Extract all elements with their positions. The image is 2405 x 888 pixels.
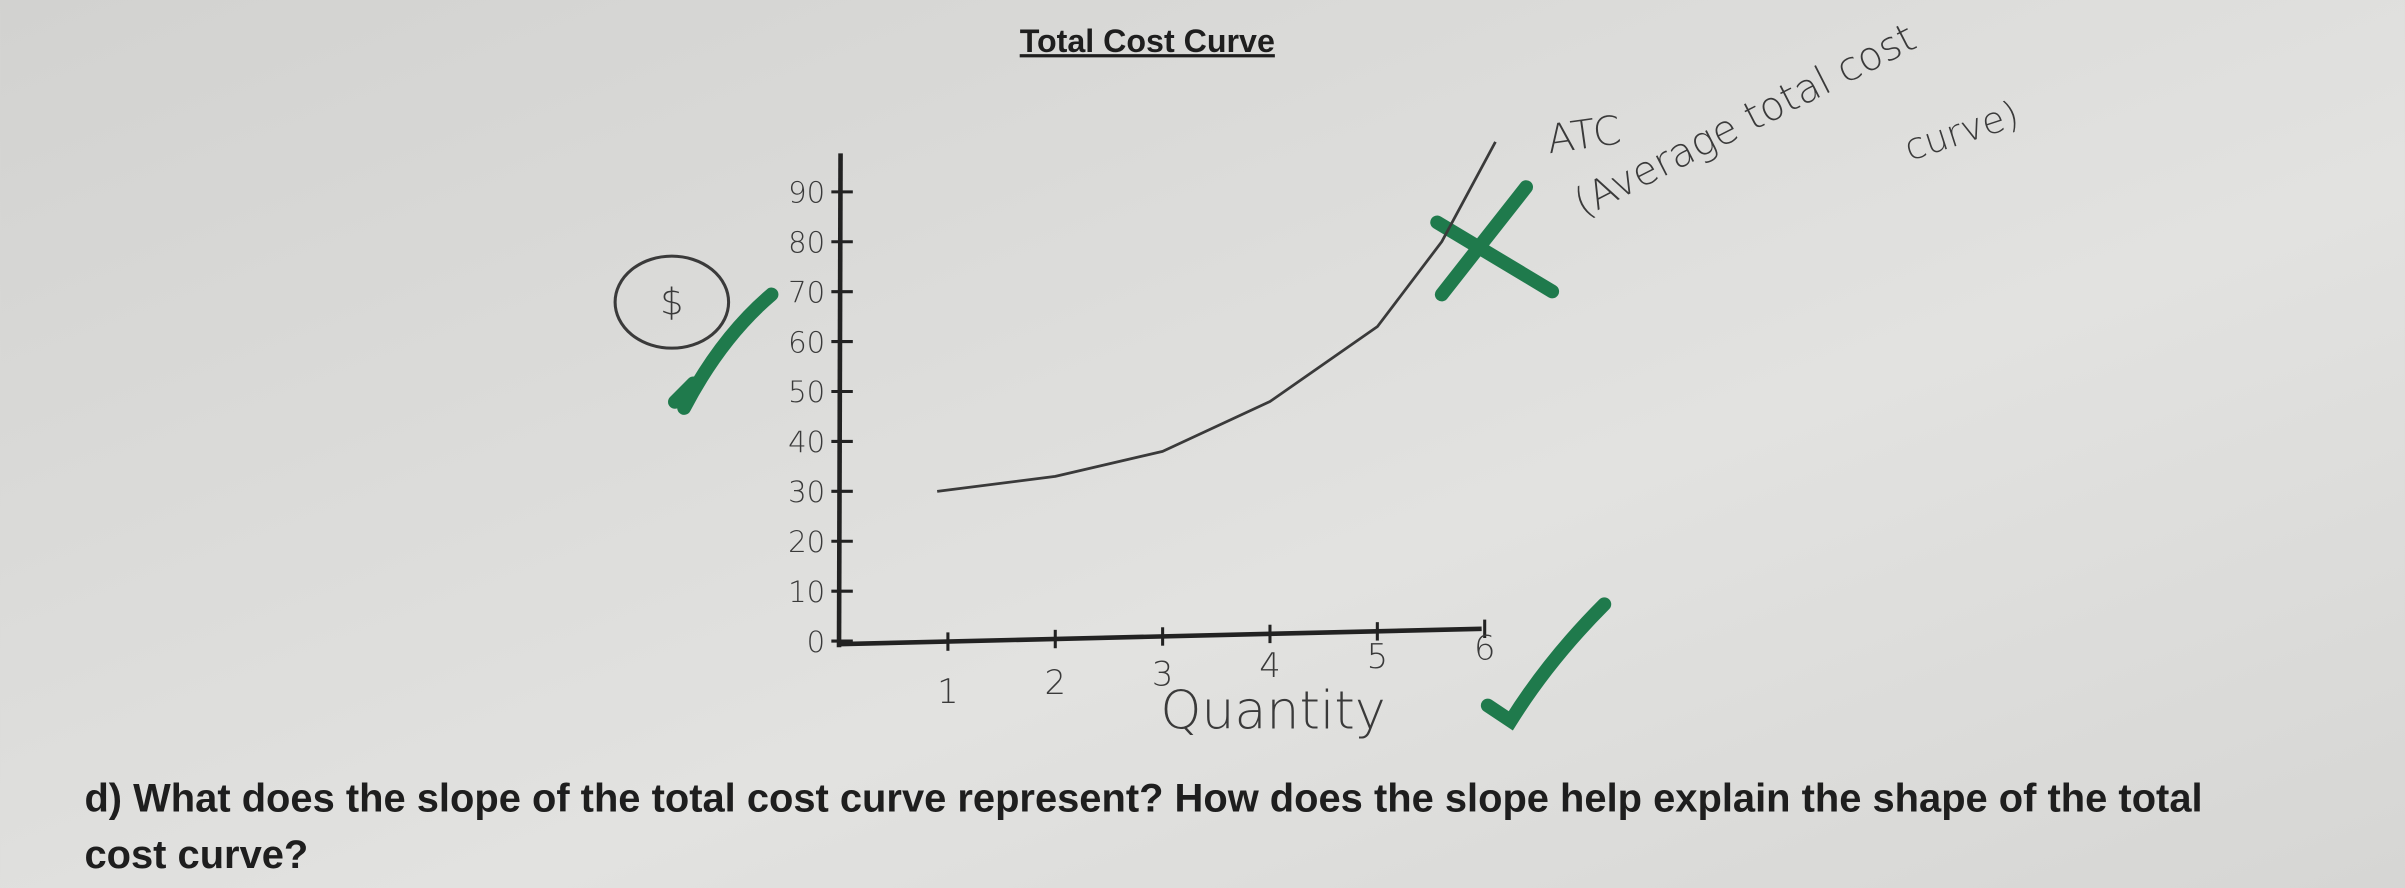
x-tick-label: 4 bbox=[1259, 646, 1280, 685]
y-tick-label: 90 bbox=[788, 176, 825, 210]
x-axis bbox=[837, 626, 1482, 647]
x-tick-label: 3 bbox=[1152, 655, 1173, 694]
y-tick-label: 60 bbox=[788, 325, 825, 359]
y-tick-label: 80 bbox=[788, 225, 825, 259]
question: d) What does the slope of the total cost… bbox=[84, 774, 2203, 878]
x-tick-label: 2 bbox=[1045, 663, 1066, 702]
title: Total Cost Curve bbox=[1020, 23, 1275, 59]
check-mark bbox=[1480, 597, 1612, 731]
x-tick-label: 6 bbox=[1474, 628, 1495, 667]
circle-mark bbox=[613, 254, 731, 350]
question-box: d) What does the slope of the total cost… bbox=[84, 774, 2203, 878]
y-axis bbox=[836, 153, 843, 648]
x-tick-label: 1 bbox=[937, 672, 958, 711]
x-mark bbox=[1430, 180, 1560, 302]
y-tick-label: 20 bbox=[788, 525, 825, 559]
x-axis-label: Quantity bbox=[1160, 681, 1385, 741]
curve bbox=[936, 141, 1497, 493]
y-tick-label: 0 bbox=[807, 625, 826, 659]
y-tick-label: 40 bbox=[788, 425, 825, 459]
annotation: ATC bbox=[1544, 107, 1624, 163]
x-tick-label: 5 bbox=[1367, 637, 1388, 676]
check-mark bbox=[668, 287, 779, 415]
y-tick-label: 70 bbox=[788, 275, 825, 309]
y-axis-label: $ bbox=[660, 280, 683, 323]
y-tick-label: 10 bbox=[788, 575, 825, 609]
y-tick-label: 50 bbox=[788, 375, 825, 409]
y-tick-label: 30 bbox=[788, 475, 825, 509]
